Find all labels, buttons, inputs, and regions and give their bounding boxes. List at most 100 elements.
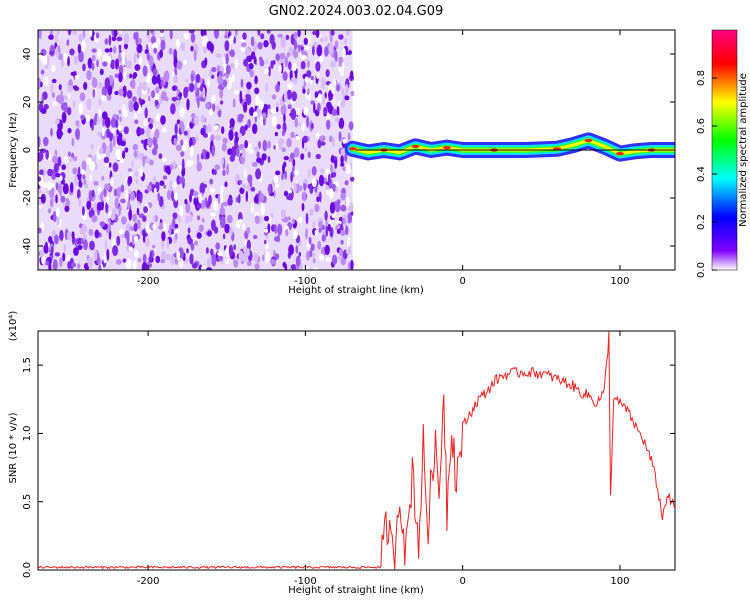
snr-panel: -200 -100 0 100 0.0 0.5 1.0 1.5 Height of stra… (8, 311, 676, 596)
noise-speck (152, 215, 156, 222)
noise-speck (146, 51, 150, 61)
noise-speck (223, 79, 227, 88)
noise-speck (305, 228, 308, 240)
x-tick-label: 100 (610, 576, 629, 587)
noise-speck (219, 87, 224, 99)
noise-speck (312, 221, 316, 229)
y-tick-label: 1.0 (22, 425, 33, 441)
noise-speck (40, 81, 43, 88)
noise-speck (209, 178, 214, 185)
noise-speck (105, 201, 109, 214)
noise-speck (160, 250, 167, 262)
noise-speck (189, 214, 193, 223)
noise-speck (292, 62, 297, 72)
noise-speck (92, 202, 99, 212)
noise-speck (283, 91, 288, 103)
noise-speck (280, 105, 287, 116)
noise-speck (157, 37, 161, 45)
noise-speck (238, 250, 244, 262)
noise-speck (347, 213, 352, 222)
noise-speck (77, 263, 81, 269)
noise-speck (114, 73, 119, 78)
noise-speck (317, 240, 322, 250)
noise-speck (149, 250, 153, 263)
noise-speck (300, 185, 303, 192)
noise-speck (238, 218, 243, 224)
noise-speck (46, 55, 50, 66)
noise-speck (340, 204, 347, 212)
noise-speck (295, 135, 300, 141)
noise-speck (331, 108, 337, 116)
noise-speck (171, 190, 174, 202)
noise-speck (120, 184, 125, 193)
noise-speck (189, 137, 193, 148)
noise-speck (295, 245, 299, 254)
noise-speck (108, 162, 112, 168)
noise-speck (151, 74, 158, 85)
noise-speck (316, 196, 320, 203)
noise-speck (234, 30, 238, 37)
noise-speck (225, 259, 230, 265)
noise-speck (63, 243, 67, 254)
noise-speck (88, 190, 93, 202)
noise-speck (120, 198, 126, 204)
noise-speck (71, 231, 75, 239)
x-tick-label: -100 (294, 576, 317, 587)
noise-speck (198, 193, 203, 204)
noise-speck (159, 49, 164, 58)
noise-speck (181, 165, 186, 177)
noise-speck (340, 162, 345, 167)
noise-speck (193, 191, 199, 196)
noise-speck (250, 202, 254, 214)
noise-speck (300, 60, 306, 70)
noise-speck (118, 89, 124, 96)
noise-speck (302, 191, 307, 202)
noise-speck (337, 255, 342, 261)
noise-speck (246, 55, 253, 63)
noise-speck (302, 88, 306, 94)
noise-speck (59, 229, 64, 242)
noise-speck (83, 239, 88, 251)
noise-speck (214, 164, 220, 171)
noise-speck (73, 156, 78, 162)
noise-speck (342, 138, 347, 144)
noise-speck (56, 127, 63, 140)
noise-speck (319, 55, 324, 63)
noise-speck (228, 129, 234, 141)
noise-speck (238, 114, 245, 119)
noise-speck (128, 246, 133, 251)
snr-y-multiplier: (x10⁴) (8, 311, 19, 342)
noise-speck (160, 39, 166, 51)
x-tick-label: -200 (137, 276, 160, 287)
noise-speck (174, 233, 178, 240)
noise-speck (135, 178, 138, 185)
noise-speck (63, 52, 68, 63)
noise-speck (41, 182, 48, 188)
noise-speck (291, 165, 295, 178)
noise-speck (271, 224, 276, 232)
noise-speck (285, 34, 290, 41)
noise-speck (170, 103, 176, 115)
noise-speck (72, 85, 78, 90)
noise-speck (269, 34, 275, 45)
noise-speck (132, 260, 137, 270)
noise-speck (286, 138, 292, 148)
noise-speck (172, 217, 176, 228)
noise-speck (145, 126, 151, 138)
noise-speck (325, 36, 328, 42)
noise-speck (50, 127, 53, 137)
noise-speck (215, 134, 222, 141)
noise-speck (276, 235, 280, 243)
noise-speck (213, 169, 217, 176)
noise-speck (198, 224, 204, 232)
noise-speck (179, 107, 185, 118)
noise-speck (154, 187, 157, 194)
noise-speck (55, 46, 59, 58)
spectrogram-y-label: Frequency (Hz) (8, 112, 19, 188)
noise-speck (187, 127, 191, 140)
noise-speck (312, 30, 317, 36)
noise-speck (202, 35, 208, 47)
noise-speck (340, 100, 346, 108)
noise-speck (193, 115, 199, 126)
noise-speck (345, 248, 352, 255)
